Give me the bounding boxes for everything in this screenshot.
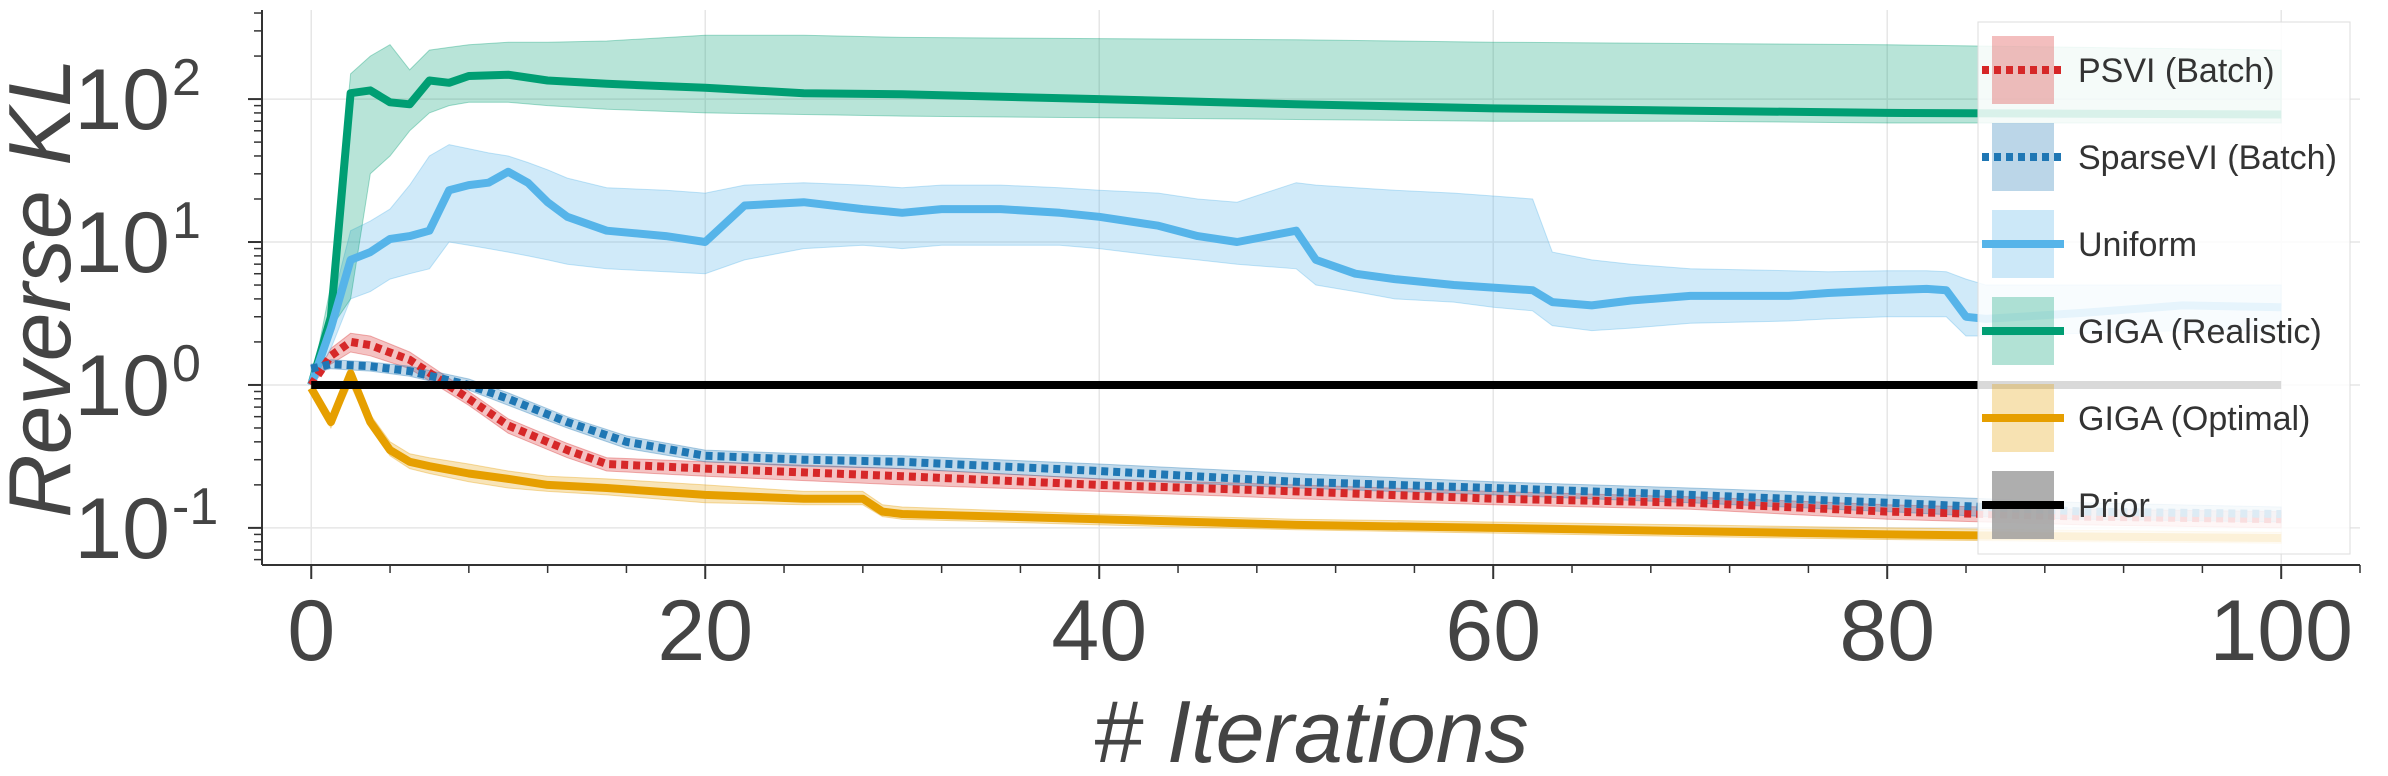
x-tick-label: 100 [2209, 583, 2353, 679]
legend-entry: Uniform [1982, 210, 2197, 278]
y-tick-label: 10 0 [74, 335, 201, 434]
x-tick-label: 0 [287, 583, 335, 679]
y-tick-base: 10 [74, 481, 170, 577]
legend-label: GIGA (Optimal) [2078, 400, 2310, 438]
x-tick-label: 80 [1839, 583, 1935, 679]
y-tick-exponent: 0 [172, 335, 201, 393]
legend-entry: SparseVI (Batch) [1982, 123, 2337, 191]
x-tick-label: 40 [1051, 583, 1147, 679]
y-tick-exponent: 2 [172, 49, 201, 107]
x-axis-title: # Iterations [1093, 682, 1528, 776]
y-tick-exponent: -1 [172, 478, 218, 536]
axes [261, 10, 2360, 566]
x-tick-label: 20 [657, 583, 753, 679]
line-sparsevi-batch- [310, 360, 2282, 518]
legend-label: Uniform [2078, 226, 2197, 264]
legend-entry: GIGA (Optimal) [1982, 384, 2310, 452]
y-tick-exponent: 1 [172, 192, 201, 250]
y-tick-base: 10 [74, 338, 170, 434]
legend-box [1977, 21, 2351, 555]
x-tick-label: 60 [1445, 583, 1541, 679]
y-tick-base: 10 [74, 52, 170, 148]
legend-entry: GIGA (Realistic) [1982, 297, 2322, 365]
line-psvi-batch- [307, 337, 2282, 524]
legend-label: Prior [2078, 487, 2150, 525]
legend-label: SparseVI (Batch) [2078, 139, 2337, 177]
y-tick-label: 10 1 [74, 192, 201, 291]
legend-label: PSVI (Batch) [2078, 52, 2275, 90]
y-axis-title: Reverse KL [0, 58, 89, 518]
y-tick-label: 10 -1 [74, 478, 218, 577]
legend-entry: PSVI (Batch) [1982, 36, 2275, 104]
legend-entry: Prior [1982, 471, 2150, 539]
line-giga-optimal- [307, 369, 2282, 542]
legend-label: GIGA (Realistic) [2078, 313, 2322, 351]
series-lines [307, 70, 2282, 542]
line-uniform [307, 167, 2282, 387]
line-giga-realistic- [307, 70, 2282, 387]
y-tick-base: 10 [74, 195, 170, 291]
y-tick-label: 10 2 [74, 49, 201, 148]
legend: PSVI (Batch) SparseVI (Batch) Uniform GIGA … [1977, 21, 2351, 555]
